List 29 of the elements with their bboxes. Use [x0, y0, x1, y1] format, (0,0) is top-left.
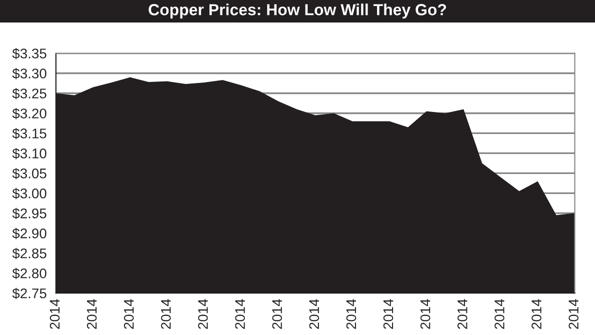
x-tick-label: 2014 — [50, 299, 60, 329]
x-tick-label: 2014 — [457, 299, 468, 329]
y-tick-label: $3.10 — [12, 148, 46, 160]
y-tick-label: $2.80 — [12, 268, 46, 280]
y-tick-label: $2.85 — [12, 248, 46, 260]
y-tick-label: $3.30 — [12, 68, 46, 80]
x-tick-label: 2014 — [235, 299, 245, 329]
y-tick-label: $2.90 — [12, 228, 46, 240]
x-tick-label: 2014 — [272, 299, 282, 329]
x-tick-label: 2014 — [124, 299, 134, 329]
x-tick-label: 2014 — [420, 299, 430, 329]
x-tick-label: 2014 — [346, 299, 356, 329]
y-tick-label: $3.35 — [12, 48, 46, 60]
chart-title: Copper Prices: How Low Will They Go? — [148, 4, 446, 18]
y-tick-label: $3.20 — [12, 108, 46, 120]
x-tick-label: 2014 — [494, 299, 504, 329]
x-tick-label: 2014 — [161, 299, 171, 329]
y-tick-label: $2.75 — [12, 288, 46, 300]
x-tick-label: 2014 — [568, 299, 578, 329]
x-tick-label: 2014 — [383, 299, 394, 329]
x-tick-label: 2014 — [198, 299, 208, 329]
y-tick-label: $2.95 — [12, 208, 46, 220]
x-tick-label: 2014 — [309, 299, 320, 329]
y-tick-label: $3.05 — [12, 168, 46, 180]
y-tick-label: $3.00 — [12, 188, 46, 200]
y-tick-label: $3.15 — [12, 128, 46, 140]
x-tick-label: 2014 — [532, 299, 542, 329]
x-tick-label: 2014 — [86, 299, 97, 329]
y-tick-label: $3.25 — [12, 88, 46, 100]
